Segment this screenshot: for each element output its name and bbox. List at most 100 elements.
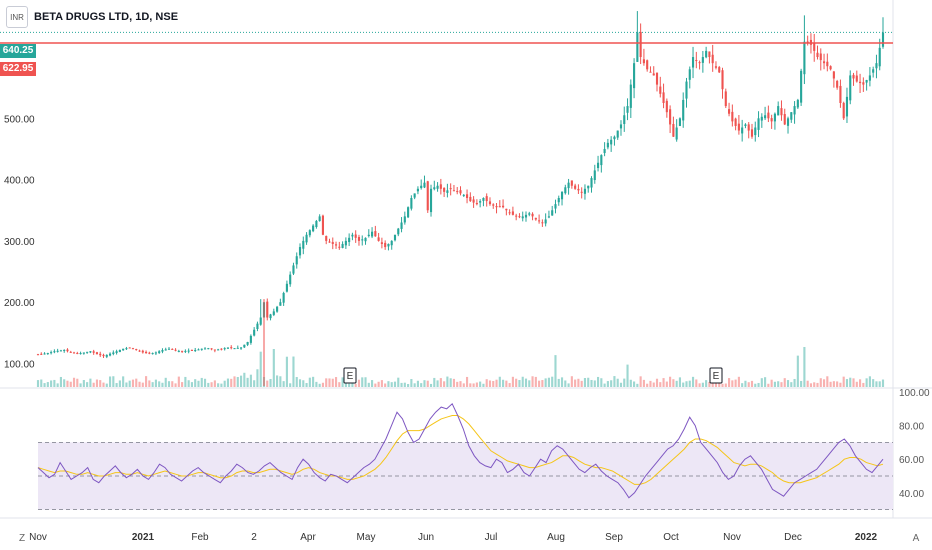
volume-bar: [469, 383, 472, 387]
volume-bar: [750, 380, 754, 387]
volume-bar: [757, 382, 760, 387]
volume-bar: [321, 382, 325, 387]
volume-bar: [662, 378, 665, 387]
volume-bar: [865, 378, 868, 387]
volume-bar: [449, 378, 452, 387]
candle-body: [803, 41, 806, 75]
candle-body: [652, 73, 655, 76]
candle-body: [393, 234, 397, 241]
volume-bar: [269, 378, 272, 387]
volume-bar: [220, 383, 223, 387]
candle-body: [488, 201, 492, 205]
volume-bar: [312, 376, 315, 387]
candle-body: [403, 216, 406, 223]
candle-body: [344, 240, 347, 246]
volume-bar: [164, 377, 167, 387]
volume-bar: [862, 382, 865, 387]
candle-body: [508, 212, 511, 214]
volume-bar: [809, 383, 813, 387]
zoom-button[interactable]: Z: [18, 532, 26, 544]
candle-body: [256, 323, 259, 329]
candle-body: [852, 74, 855, 79]
candle-body: [531, 213, 534, 217]
volume-bar: [718, 381, 721, 387]
volume-bar: [708, 381, 711, 387]
candle-body: [59, 350, 62, 352]
volume-bar: [423, 380, 426, 387]
volume-bar: [845, 379, 849, 387]
candle-body: [230, 347, 233, 349]
volume-bar: [357, 379, 361, 387]
auto-scale-button[interactable]: A: [912, 532, 920, 544]
volume-bar: [56, 383, 59, 387]
candle-body: [433, 187, 436, 190]
currency-badge[interactable]: INR: [6, 6, 28, 28]
candle-body: [50, 352, 53, 354]
candle-body: [190, 349, 193, 351]
candle-body: [285, 283, 288, 292]
candle-body: [259, 317, 262, 325]
volume-bar: [285, 356, 288, 387]
candle-body: [325, 236, 328, 241]
candle-body: [613, 136, 616, 140]
volume-bar: [403, 382, 406, 387]
candle-body: [528, 213, 531, 215]
volume-bar: [354, 383, 357, 387]
volume-bar: [724, 383, 727, 387]
candle-body: [161, 350, 164, 352]
volume-bar: [819, 378, 822, 387]
candle-body: [554, 204, 557, 209]
volume-bar: [364, 377, 367, 387]
volume-bar: [665, 381, 668, 387]
candle-body: [502, 205, 505, 208]
volume-bar: [701, 382, 704, 387]
volume-bar: [734, 379, 737, 387]
candle-body: [646, 60, 649, 70]
candle-body: [682, 99, 685, 121]
candle-body: [253, 329, 256, 336]
volume-bar: [108, 376, 112, 387]
candle-body: [141, 350, 144, 353]
candle-body: [279, 302, 282, 306]
volume-bar: [102, 382, 105, 387]
volume-bar: [859, 379, 862, 387]
candle-body: [518, 216, 521, 218]
candle-body: [181, 350, 184, 352]
volume-bar: [538, 380, 541, 387]
volume-bar: [145, 376, 148, 387]
volume-bar: [839, 382, 842, 387]
candle-body: [485, 196, 488, 202]
candle-body: [610, 139, 613, 145]
candle-body: [538, 220, 541, 222]
candle-body: [875, 63, 878, 69]
candle-body: [603, 148, 606, 154]
candle-body: [282, 293, 285, 303]
earnings-marker: [343, 367, 357, 384]
time-tick-label: Oct: [663, 532, 679, 543]
candle-body: [695, 60, 698, 62]
volume-bar: [200, 377, 203, 387]
candle-body: [783, 114, 786, 125]
candle-body: [672, 123, 675, 137]
candle-body: [197, 349, 200, 351]
candle-body: [492, 204, 495, 206]
volume-bar: [544, 378, 547, 387]
candle-body: [351, 234, 354, 237]
candle-body: [449, 188, 452, 190]
candle-body: [63, 350, 66, 351]
volume-bar: [272, 349, 275, 387]
volume-bar: [351, 383, 354, 387]
candle-body: [747, 124, 750, 131]
candle-body: [72, 352, 76, 354]
volume-bar: [259, 351, 262, 387]
volume-bar: [685, 381, 688, 387]
candle-body: [675, 127, 678, 140]
candle-body: [53, 351, 56, 353]
candle-body: [557, 198, 560, 203]
candle-body: [741, 127, 744, 134]
volume-bar: [747, 382, 750, 387]
candle-body: [125, 348, 128, 350]
volume-bar: [420, 383, 423, 387]
volume-bar: [397, 377, 400, 387]
volume-bar: [881, 379, 885, 387]
